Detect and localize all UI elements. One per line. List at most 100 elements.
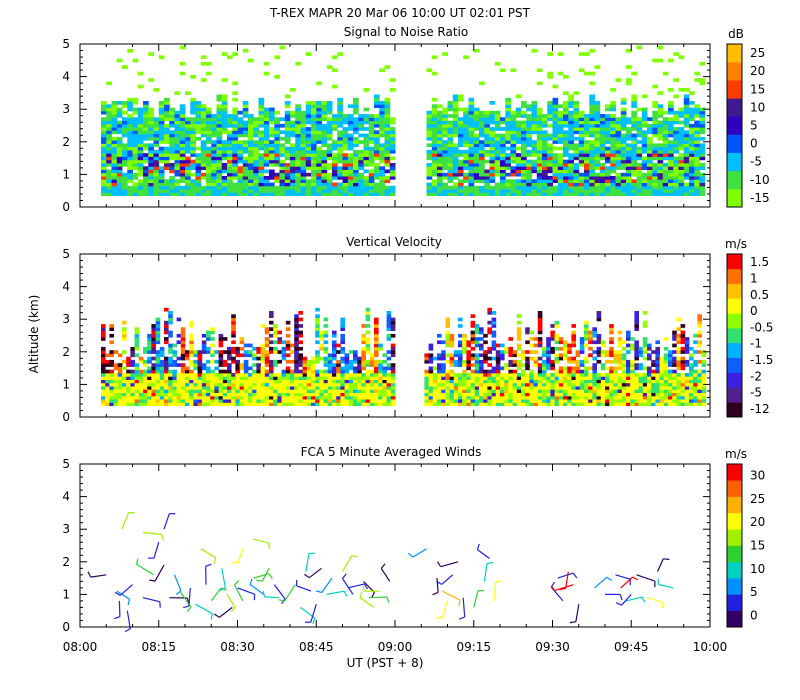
y-tick-label: 0 [62, 410, 70, 424]
wind-barb-flag [487, 562, 494, 565]
wind-colorbar-unit: m/s [725, 447, 747, 461]
wind-barb-flag [186, 606, 192, 613]
vel-colorbar-label: -12 [750, 402, 770, 416]
wind-barb-flag [161, 534, 164, 541]
wind-colorbar-swatch [727, 594, 742, 611]
wind-barb [326, 590, 345, 595]
snr-field [101, 45, 706, 196]
wind-barb-flag [230, 606, 236, 613]
wind-barb-flag [256, 579, 263, 582]
wind-barb-flag [262, 590, 266, 598]
wind-barb-flag [619, 594, 623, 601]
y-tick-label: 1 [62, 167, 70, 181]
wind-barb-flag [159, 601, 161, 608]
vel-colorbar-label: -1.5 [750, 353, 773, 367]
wind-barb [310, 604, 317, 623]
wind-barb [261, 568, 270, 582]
wind-barb-flag [278, 599, 285, 602]
wind-barb [557, 572, 574, 579]
wind-barb [636, 574, 656, 582]
wind-barb-flag [210, 613, 213, 620]
wind-barb-flag [615, 602, 622, 606]
wind-barb-flag [458, 616, 465, 620]
wind-barb-flag [343, 590, 348, 597]
wind-barb-flag [436, 580, 442, 585]
wind-barb [233, 584, 244, 602]
wind-colorbar-label: 5 [750, 585, 758, 599]
snr-colorbar-swatch [727, 116, 742, 135]
snr-colorbar-label: 20 [750, 64, 765, 78]
snr-panel-title: Signal to Noise Ratio [344, 25, 468, 39]
vel-colorbar-swatch [727, 283, 742, 299]
figure-title: T-REX MAPR 20 Mar 06 10:00 UT 02:01 PST [269, 6, 531, 20]
wind-barb-flag [124, 628, 131, 633]
wind-barb-flag [407, 552, 414, 558]
wind-barb [200, 548, 216, 559]
wind-barb-flag [476, 543, 480, 550]
y-tick-label: 4 [62, 490, 70, 504]
wind-barb-flag [359, 591, 363, 598]
y-tick-label: 2 [62, 135, 70, 149]
wind-barb [656, 558, 664, 572]
wind-barb-flag [342, 573, 347, 579]
wind-barb [441, 574, 454, 585]
vel-colorbar-swatch [727, 387, 742, 403]
y-tick-label: 5 [62, 247, 70, 261]
wind-barb [625, 596, 643, 602]
wind-barb-flag [249, 578, 253, 585]
wind-barb [116, 590, 130, 600]
x-axis-label: UT (PST + 8) [347, 656, 424, 670]
wind-colorbar-swatch [727, 561, 742, 579]
wind-barb [237, 548, 244, 564]
wind-barb [646, 597, 663, 603]
snr-colorbar-label: 15 [750, 82, 765, 96]
vel-colorbar-label: -5 [750, 386, 762, 400]
wind-barb [237, 587, 255, 595]
y-tick-label: 5 [62, 37, 70, 51]
y-tick-label: 1 [62, 587, 70, 601]
wind-colorbar-swatch [727, 545, 742, 563]
wind-colorbar-swatch [727, 464, 742, 481]
snr-colorbar-label: -5 [750, 155, 762, 169]
wind-barb [621, 593, 632, 606]
wind-barb [305, 553, 310, 572]
y-tick-label: 1 [62, 377, 70, 391]
wind-colorbar-swatch [727, 578, 742, 595]
snr-colorbar-swatch [727, 170, 742, 190]
wind-barb [554, 584, 574, 592]
wind-barb [142, 597, 160, 603]
x-tick-label: 08:30 [220, 640, 255, 654]
wind-barb [308, 567, 322, 579]
snr-colorbar-swatch [727, 80, 742, 99]
wind-barb [218, 606, 233, 618]
wind-colorbar-frame [726, 463, 743, 628]
wind-barb [226, 594, 236, 608]
wind-barb-flag [113, 616, 121, 620]
wind-barb [441, 600, 449, 618]
wind-barb-flag [87, 571, 92, 578]
wind-barb [473, 590, 479, 608]
wind-barb-flag [149, 579, 156, 582]
wind-barb [264, 596, 280, 599]
wind-barb-flag [371, 592, 375, 598]
wind-barb-flag [312, 618, 316, 625]
wind-barb-flag [657, 578, 660, 585]
wind-barb [440, 561, 459, 568]
wind-barb [436, 578, 439, 593]
wind-barb [126, 610, 131, 629]
wind-barb [253, 538, 270, 544]
wind-barb-flag [127, 599, 131, 606]
y-tick-label: 0 [62, 200, 70, 214]
wind-colorbar-swatch [727, 529, 742, 546]
wind-barb-flag [663, 558, 670, 561]
wind-barb [321, 577, 333, 593]
wind-barb [90, 574, 107, 578]
wind-barb [658, 583, 674, 589]
wind-barb [363, 580, 375, 593]
wind-barb-flag [213, 557, 217, 564]
vel-colorbar-swatch [727, 268, 742, 284]
wind-barb-flag [234, 580, 240, 586]
wind-barb-flag [219, 587, 226, 592]
wind-colorbar-label: 15 [750, 539, 765, 553]
